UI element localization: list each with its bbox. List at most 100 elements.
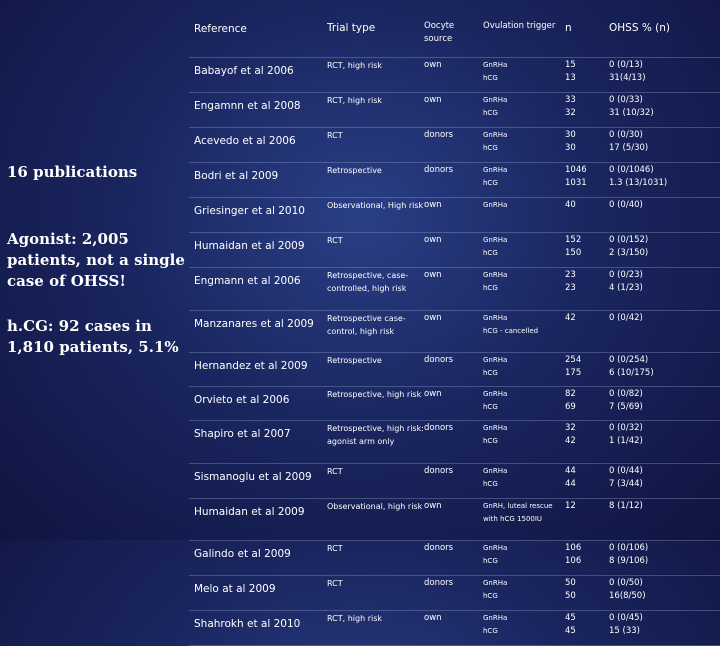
studies-table: Reference Trial type Oocyte source Ovula… (189, 15, 720, 646)
n-value: 106 (565, 556, 582, 566)
cell-ohss: 0 (0/254) 6 (10/175) (609, 352, 720, 387)
table-header-row: Reference Trial type Oocyte source Ovula… (189, 15, 720, 58)
cell-trial-type: Observational, high risk (327, 498, 424, 541)
cell-reference: Acevedo et al 2006 (189, 127, 327, 163)
cell-trial-type: Retrospective, case-controlled, high ris… (327, 267, 424, 311)
trigger-line: GnRHa (483, 314, 508, 322)
n-value: 44 (565, 479, 576, 489)
n-value: 152 (565, 235, 582, 245)
trigger-line: GnRHa (483, 356, 508, 364)
n-value: 42 (565, 436, 576, 446)
n-value: 106 (565, 543, 582, 553)
trigger-line: GnRHa (483, 614, 508, 622)
trigger-line: with hCG 1500IU (483, 515, 543, 523)
trigger-line: GnRHa (483, 131, 508, 139)
cell-oocyte-source: own (424, 197, 483, 233)
cell-ovulation-trigger: GnRH, luteal rescue with hCG 1500IU (483, 498, 565, 541)
cell-trial-type: RCT (327, 127, 424, 163)
cell-n: 1046 1031 (565, 162, 609, 198)
n-value: 254 (565, 355, 582, 365)
trigger-line: hCG (483, 109, 498, 117)
cell-reference: Griesinger et al 2010 (189, 197, 327, 233)
trigger-line: hCG (483, 179, 498, 187)
cell-n: 15 13 (565, 57, 609, 93)
cell-n: 33 32 (565, 92, 609, 128)
table-row: Acevedo et al 2006 RCT donors GnRHa hCG 30 30 0… (189, 127, 720, 163)
cell-n: 82 69 (565, 386, 609, 421)
cell-trial-type: Retrospective (327, 352, 424, 387)
n-value: 23 (565, 283, 576, 293)
cell-trial-type: RCT, high risk (327, 57, 424, 93)
cell-ovulation-trigger: GnRHa hCG - cancelled (483, 310, 565, 353)
cell-ohss: 0 (0/82) 7 (5/69) (609, 386, 720, 421)
cell-ovulation-trigger: GnRHa (483, 197, 565, 233)
ohss-value: 17 (5/30) (609, 143, 649, 153)
cell-ohss: 0 (0/23) 4 (1/23) (609, 267, 720, 311)
ohss-value: 2 (3/150) (609, 248, 649, 258)
n-value: 45 (565, 626, 576, 636)
ohss-value: 0 (0/1046) (609, 165, 654, 175)
n-value: 45 (565, 613, 576, 623)
ohss-value: 7 (3/44) (609, 479, 643, 489)
cell-ovulation-trigger: GnRHa hCG (483, 540, 565, 576)
trigger-line: GnRHa (483, 544, 508, 552)
cell-n: 254 175 (565, 352, 609, 387)
n-value: 40 (565, 200, 576, 210)
n-value: 82 (565, 389, 576, 399)
trigger-line: GnRHa (483, 390, 508, 398)
header-reference: Reference (189, 15, 327, 58)
cell-reference: Galindo et al 2009 (189, 540, 327, 576)
cell-oocyte-source: donors (424, 352, 483, 387)
cell-reference: Hernandez et al 2009 (189, 352, 327, 387)
ohss-value: 7 (5/69) (609, 402, 643, 412)
cell-reference: Sismanoglu et al 2009 (189, 463, 327, 499)
n-value: 50 (565, 578, 576, 588)
cell-oocyte-source: own (424, 310, 483, 353)
cell-ovulation-trigger: GnRHa hCG (483, 162, 565, 198)
header-ovulation-trigger: Ovulation trigger (483, 15, 565, 58)
cell-reference: Manzanares et al 2009 (189, 310, 327, 353)
cell-oocyte-source: donors (424, 127, 483, 163)
ohss-value: 0 (0/30) (609, 130, 643, 140)
cell-reference: Shahrokh et al 2010 (189, 610, 327, 646)
cell-ohss: 0 (0/106) 8 (9/106) (609, 540, 720, 576)
ohss-value: 0 (0/82) (609, 389, 643, 399)
ohss-value: 8 (9/106) (609, 556, 649, 566)
ohss-value: 8 (1/12) (609, 501, 643, 511)
cell-n: 40 (565, 197, 609, 233)
cell-ohss: 0 (0/32) 1 (1/42) (609, 420, 720, 464)
trigger-line: GnRHa (483, 61, 508, 69)
publications-count: 16 publications (7, 163, 138, 181)
cell-oocyte-source: own (424, 498, 483, 541)
cell-reference: Engamnn et al 2008 (189, 92, 327, 128)
trigger-line: hCG (483, 627, 498, 635)
ohss-value: 1 (1/42) (609, 436, 643, 446)
cell-n: 23 23 (565, 267, 609, 311)
trigger-line: hCG (483, 74, 498, 82)
cell-trial-type: RCT (327, 232, 424, 268)
ohss-value: 16(8/50) (609, 591, 646, 601)
table-row: Hernandez et al 2009 Retrospective donors G… (189, 352, 720, 387)
ohss-value: 4 (1/23) (609, 283, 643, 293)
n-value: 50 (565, 591, 576, 601)
table-row: Melo at al 2009 RCT donors GnRHa hCG 50 50 0 (0… (189, 575, 720, 611)
trigger-line: hCG (483, 369, 498, 377)
ohss-value: 0 (0/40) (609, 200, 643, 210)
cell-ohss: 0 (0/45) 15 (33) (609, 610, 720, 646)
cell-oocyte-source: own (424, 267, 483, 311)
cell-n: 45 45 (565, 610, 609, 646)
cell-trial-type: Retrospective, high risk: agonist arm on… (327, 420, 424, 464)
header-n: n (565, 15, 609, 58)
cell-reference: Humaidan et al 2009 (189, 498, 327, 541)
cell-trial-type: RCT (327, 575, 424, 611)
cell-n: 106 106 (565, 540, 609, 576)
cell-ovulation-trigger: GnRHa hCG (483, 575, 565, 611)
cell-n: 30 30 (565, 127, 609, 163)
ohss-value: 0 (0/45) (609, 613, 643, 623)
cell-reference: Bodri et al 2009 (189, 162, 327, 198)
cell-oocyte-source: own (424, 610, 483, 646)
cell-trial-type: RCT, high risk (327, 610, 424, 646)
trigger-line: GnRH, luteal rescue (483, 502, 553, 510)
cell-reference: Melo at al 2009 (189, 575, 327, 611)
trigger-line: hCG (483, 249, 498, 257)
